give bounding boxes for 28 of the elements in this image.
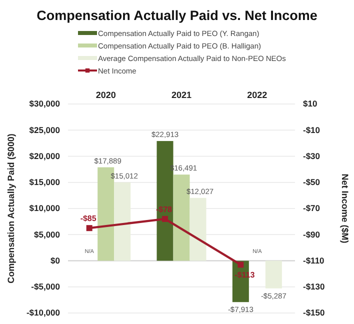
y-tick-label: $15,000 [29,177,60,188]
y2-tick-label: -$10 [303,124,320,135]
point [238,262,244,268]
y2-tick-label: $10 [303,98,318,109]
data-label: -$85 [80,214,97,224]
chart-title: Compensation Actually Paid vs. Net Income [36,8,318,23]
y-tick-label: $20,000 [29,150,60,161]
y-axis-title: Compensation Actually Paid ($000) [6,134,16,284]
y2-tick-label: -$50 [303,177,320,188]
x-tick-label: 2020 [96,90,116,100]
y2-tick-label: -$150 [303,308,326,318]
y-tick-label: -$10,000 [26,308,60,318]
y2-tick-label: -$70 [303,203,320,214]
x-tick-label: 2021 [171,90,192,100]
y2-tick-label: -$130 [303,282,326,292]
y-tick-label: $10,000 [29,203,60,214]
point [162,216,168,222]
y2-tick-label: -$90 [303,229,320,240]
y-tick-label: $5,000 [34,229,60,240]
y-tick-label: $0 [50,255,60,266]
point [86,225,92,232]
y2-axis-title: Net Income ($M) [340,174,350,244]
x-tick-label: 2022 [247,90,268,100]
y-tick-label: $25,000 [29,124,60,135]
y2-tick-label: -$30 [303,150,320,161]
y2-tick-label: -$110 [303,255,325,266]
y-tick-label: $30,000 [29,98,60,109]
y-tick-label: -$5,000 [31,282,60,292]
